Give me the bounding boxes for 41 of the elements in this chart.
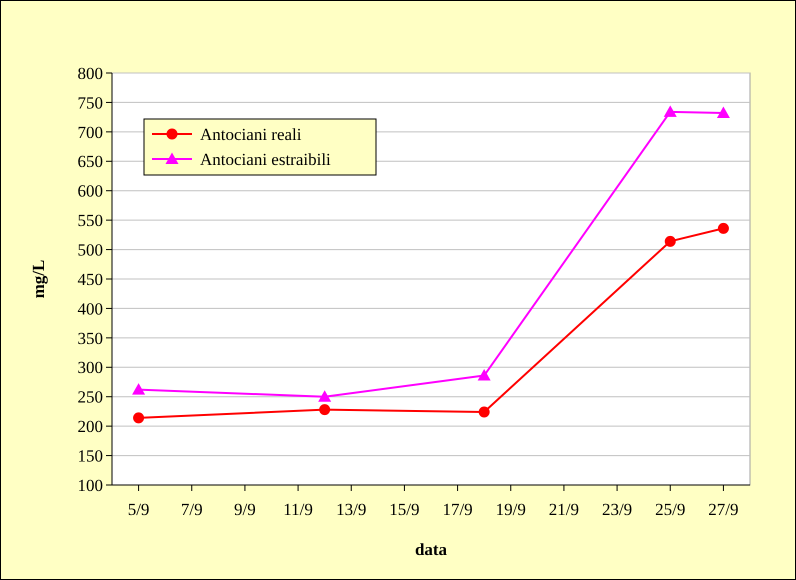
point <box>318 390 332 402</box>
x-tick-label: 27/9 <box>708 500 739 519</box>
x-tick-label: 11/9 <box>283 500 313 519</box>
x-tick-label: 23/9 <box>602 500 632 519</box>
y-tick-label: 350 <box>78 328 103 348</box>
y-tick-label: 650 <box>78 152 103 172</box>
y-tick-label: 200 <box>78 417 103 436</box>
y-tick-label: 400 <box>78 299 103 318</box>
legend-label: Antociani estraibili <box>200 150 332 169</box>
y-tick-label: 600 <box>78 182 103 201</box>
x-tick-label: 5/9 <box>128 500 150 519</box>
point <box>133 412 144 424</box>
point <box>716 106 730 118</box>
x-tick-label: 21/9 <box>548 500 580 519</box>
y-tick-label: 250 <box>78 388 103 407</box>
y-tick-label: 100 <box>78 476 103 495</box>
point <box>664 236 676 247</box>
x-tick-label: 19/9 <box>496 500 526 519</box>
point <box>718 222 729 234</box>
x-tick-label: 9/9 <box>234 500 256 519</box>
y-tick-label: 750 <box>78 93 103 112</box>
y-tick-label: 300 <box>78 358 103 378</box>
y-tick-label: 500 <box>78 240 103 260</box>
x-tick-label: 15/9 <box>389 500 420 519</box>
y-axis-title: mg/L <box>29 260 48 298</box>
point <box>664 105 677 117</box>
y-tick-label: 450 <box>78 270 103 289</box>
legend-label: Antociani reali <box>200 124 302 144</box>
x-tick-label: 7/9 <box>180 500 203 519</box>
x-axis-title: data <box>414 540 448 559</box>
x-tick-label: 13/9 <box>336 500 366 519</box>
point <box>132 383 146 395</box>
y-tick-label: 150 <box>78 446 103 466</box>
y-tick-label: 550 <box>78 211 103 230</box>
point <box>478 406 490 418</box>
point <box>319 404 330 416</box>
x-tick-label: 25/9 <box>655 500 686 519</box>
point <box>478 369 491 381</box>
y-tick-label: 700 <box>78 122 103 142</box>
x-tick-label: 17/9 <box>442 500 473 519</box>
y-tick-label: 800 <box>78 64 103 83</box>
